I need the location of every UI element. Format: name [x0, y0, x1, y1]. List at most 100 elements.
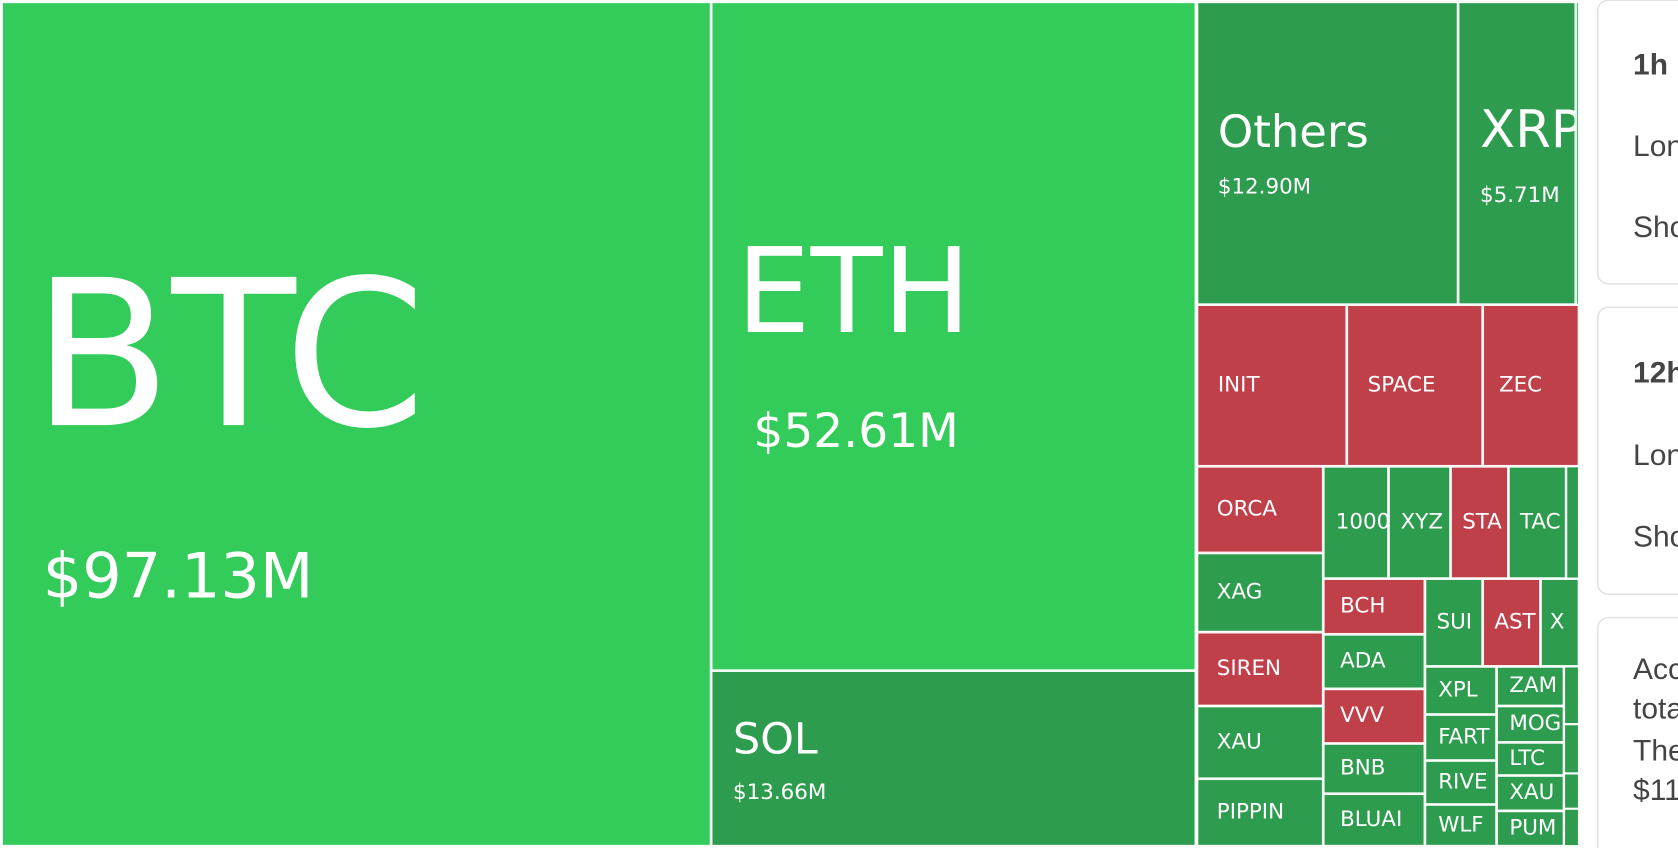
tile[interactable]: PIPPIN [1197, 779, 1323, 846]
tile-value: $52.61M [753, 404, 958, 459]
tile[interactable]: ETH $52.61M [711, 2, 1196, 671]
tile-label: PIPPIN [1217, 799, 1284, 824]
tile[interactable]: FART [1425, 715, 1497, 761]
tile[interactable]: XYZ [1389, 466, 1451, 579]
tile-label: SIREN [1217, 656, 1281, 681]
card-text: The [1633, 734, 1678, 767]
card-box [1596, 306, 1678, 595]
tile-label: PUM [1509, 816, 1556, 841]
tile[interactable]: Others $12.90M [1197, 2, 1458, 305]
tile-label: BTC [32, 236, 426, 473]
tile[interactable]: TAC [1508, 466, 1566, 579]
tile[interactable]: MOG [1497, 706, 1564, 742]
card-text: Acc [1633, 653, 1678, 686]
tile[interactable]: SUI [1425, 579, 1483, 666]
tile[interactable]: SOL $13.66M [711, 671, 1196, 846]
tile[interactable]: BCH [1323, 579, 1425, 634]
info-card: 1h Lon Sho [1596, 0, 1678, 285]
tile-box [1197, 2, 1458, 305]
tile-label: XRP [1480, 100, 1582, 160]
tile-box [1425, 579, 1483, 666]
tile-box [1458, 2, 1576, 305]
tile-label: MOG [1509, 711, 1561, 736]
tile[interactable]: XAU [1497, 776, 1564, 811]
tile-box [1197, 305, 1347, 466]
card-text: tota [1633, 693, 1678, 726]
tile[interactable]: XAU [1197, 706, 1323, 779]
tile[interactable]: WLF [1425, 804, 1497, 846]
tile-box [1425, 715, 1497, 761]
tile[interactable]: ADA [1323, 634, 1425, 689]
tile[interactable]: AST [1483, 579, 1540, 666]
tile[interactable]: RIVE [1425, 761, 1497, 804]
tile-label: ZAM [1509, 673, 1557, 698]
tile[interactable]: VVV [1323, 689, 1425, 743]
tile[interactable]: INIT [1197, 305, 1347, 466]
card-text: Lon [1633, 439, 1678, 472]
tile[interactable]: ZEC [1483, 305, 1579, 466]
tile-box [1483, 579, 1540, 666]
tile-box [1425, 761, 1497, 804]
tile-value: $5.71M [1480, 183, 1560, 208]
tile[interactable]: SPACE [1347, 305, 1483, 466]
tile-label: RIVE [1438, 770, 1487, 795]
tile[interactable]: XRP $5.71M [1458, 2, 1582, 305]
tile-box [1197, 779, 1323, 846]
tile[interactable]: PUM [1497, 811, 1564, 846]
tile[interactable]: SIREN [1197, 632, 1323, 706]
tile[interactable]: XAG [1197, 553, 1323, 632]
tile-box [1497, 706, 1564, 742]
tile-box [1197, 466, 1323, 553]
tile-label: STA [1462, 509, 1502, 534]
tile[interactable]: BLUAI [1323, 794, 1425, 846]
tile-label: AST [1494, 610, 1536, 635]
tile-box [1425, 804, 1497, 846]
info-card: 12h Lon Sho [1596, 306, 1678, 595]
card-text: Lon [1633, 130, 1678, 163]
tile[interactable]: 1000 [1323, 466, 1390, 579]
tile-box [1425, 666, 1497, 715]
tile-value: $13.66M [733, 780, 826, 805]
tile-box [1323, 689, 1425, 743]
tile-box [711, 2, 1196, 671]
tile[interactable]: X [1541, 579, 1579, 666]
tile[interactable]: ORCA [1197, 466, 1323, 553]
card-text: $11 [1633, 774, 1678, 807]
tile-box [1323, 794, 1425, 846]
tile-box [1197, 553, 1323, 632]
tile [1564, 773, 1580, 809]
tile [1564, 724, 1580, 774]
tile-box [1497, 811, 1564, 846]
tile-label: XAG [1217, 580, 1263, 605]
tile-label: ZEC [1499, 372, 1542, 397]
tile-box [2, 2, 711, 846]
tile-label: XAU [1509, 780, 1554, 805]
tile-label: ADA [1340, 649, 1386, 674]
tile-box [711, 671, 1196, 846]
tile-label: WLF [1438, 812, 1483, 837]
card-text: 12h [1633, 357, 1678, 390]
tile-label: ORCA [1217, 497, 1278, 522]
tile-label: ETH [736, 223, 971, 360]
tile [1564, 666, 1580, 725]
tile-value: $12.90M [1218, 174, 1311, 199]
tile-box [1497, 776, 1564, 811]
tile-label: Others [1218, 105, 1369, 158]
tile[interactable]: ZAM [1497, 666, 1564, 706]
tile-label: XYZ [1401, 509, 1443, 534]
tile-label: SOL [733, 714, 818, 764]
tile-label: SUI [1437, 610, 1473, 635]
tile[interactable]: BTC $97.13M [2, 2, 711, 846]
tile[interactable]: XPL [1425, 666, 1497, 715]
card-box [1596, 616, 1678, 848]
tile[interactable]: BNB [1323, 743, 1425, 794]
tile[interactable]: STA [1451, 466, 1508, 579]
tile-box [1541, 579, 1579, 666]
tile-label: SPACE [1368, 372, 1436, 397]
tile-label: XAU [1217, 729, 1262, 754]
tile-label: BNB [1340, 756, 1385, 781]
tile[interactable]: LTC [1497, 742, 1564, 776]
card-box [1596, 0, 1678, 285]
